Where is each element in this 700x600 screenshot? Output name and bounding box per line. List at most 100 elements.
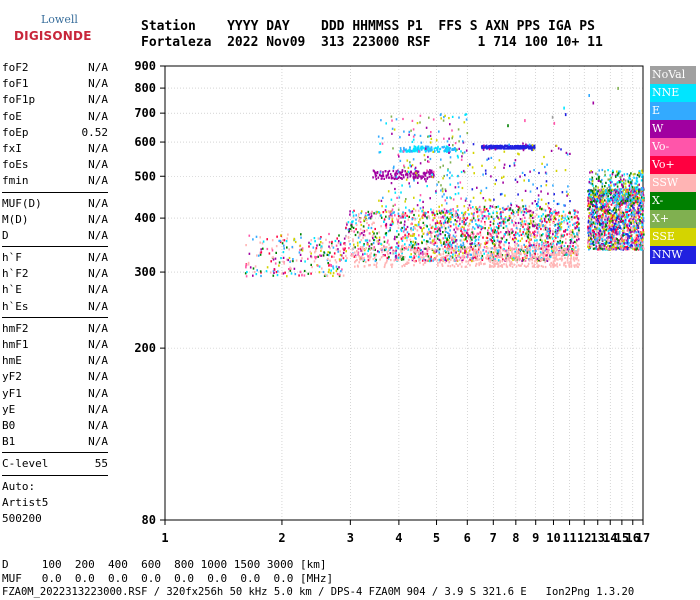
echo-point (426, 225, 428, 228)
echo-point (449, 150, 451, 153)
param-label: yE (2, 402, 16, 416)
echo-point (603, 197, 605, 200)
echo-point (612, 218, 614, 221)
echo-point (411, 218, 414, 221)
param-value: N/A (88, 435, 108, 449)
param-label: h`E (2, 283, 22, 297)
echo-point (630, 222, 633, 225)
echo-point (634, 236, 636, 239)
echo-point (421, 250, 424, 253)
echo-point (639, 226, 641, 229)
echo-point (614, 194, 617, 197)
echo-point (637, 235, 640, 238)
param-value: N/A (88, 418, 108, 432)
echo-point (456, 243, 458, 246)
echo-point (461, 232, 464, 235)
echo-point (536, 239, 538, 242)
echo-point (358, 235, 361, 238)
echo-point (545, 243, 547, 247)
echo-point (617, 227, 619, 230)
echo-point (318, 271, 321, 274)
echo-point (482, 210, 485, 213)
echo-point (511, 228, 513, 231)
echo-point (550, 235, 553, 239)
echo-point (550, 214, 553, 217)
echo-point (434, 227, 436, 230)
echo-point (453, 228, 455, 231)
echo-point (605, 242, 607, 245)
echo-point (468, 245, 471, 248)
echo-point (615, 197, 617, 200)
echo-point (268, 252, 271, 255)
echo-point (597, 215, 600, 218)
echo-point (404, 220, 406, 223)
echo-point (540, 256, 543, 260)
echo-point (442, 215, 444, 218)
echo-point (523, 248, 526, 251)
echo-point (612, 221, 614, 224)
echo-point (605, 209, 607, 212)
echo-point (455, 226, 457, 229)
echo-point (627, 214, 630, 217)
echo-point (517, 264, 520, 267)
echo-point (566, 215, 569, 218)
echo-point (483, 252, 485, 255)
echo-point (522, 232, 524, 235)
echo-point (518, 251, 521, 254)
echo-point (605, 233, 607, 237)
echo-point (615, 220, 617, 223)
echo-point (441, 257, 443, 261)
echo-point (561, 244, 563, 247)
echo-point (636, 234, 639, 237)
echo-point (529, 209, 532, 213)
echo-point (472, 206, 474, 209)
echo-point (629, 228, 632, 231)
echo-point (591, 218, 594, 221)
echo-point (533, 147, 535, 150)
echo-point (468, 252, 470, 255)
echo-point (329, 272, 332, 275)
echo-point (487, 240, 490, 243)
echo-point (637, 247, 640, 250)
echo-point (560, 226, 563, 229)
echo-point (512, 239, 515, 242)
echo-point (574, 254, 577, 257)
echo-point (557, 251, 560, 254)
echo-point (640, 208, 643, 211)
echo-point (421, 241, 423, 245)
echo-point (353, 230, 355, 233)
echo-point (255, 273, 258, 276)
echo-point (555, 253, 557, 256)
echo-point (360, 212, 362, 215)
echo-point (469, 240, 472, 243)
param-label: fxI (2, 141, 22, 155)
echo-point (500, 236, 502, 240)
echo-point (627, 180, 630, 183)
echo-point (590, 223, 593, 226)
echo-point (620, 206, 622, 210)
echo-point (608, 232, 610, 235)
echo-point (441, 209, 444, 212)
echo-point (293, 237, 295, 240)
echo-point (370, 215, 373, 218)
echo-point (634, 193, 636, 196)
echo-point (476, 258, 479, 261)
echo-point (434, 214, 436, 217)
echo-point (479, 234, 482, 237)
echo-point (600, 222, 603, 225)
echo-point (512, 146, 514, 149)
echo-point (622, 211, 625, 214)
echo-point (372, 242, 375, 245)
echo-point (505, 147, 508, 150)
echo-point (614, 248, 616, 251)
echo-point (557, 240, 559, 244)
echo-point (564, 241, 567, 244)
echo-point (610, 220, 612, 223)
echo-point (628, 188, 631, 191)
echo-point (335, 265, 338, 268)
echo-point (508, 248, 511, 252)
echo-point (498, 243, 501, 246)
echo-point (436, 254, 438, 257)
param-label: fmin (2, 174, 29, 188)
echo-point (484, 262, 486, 265)
